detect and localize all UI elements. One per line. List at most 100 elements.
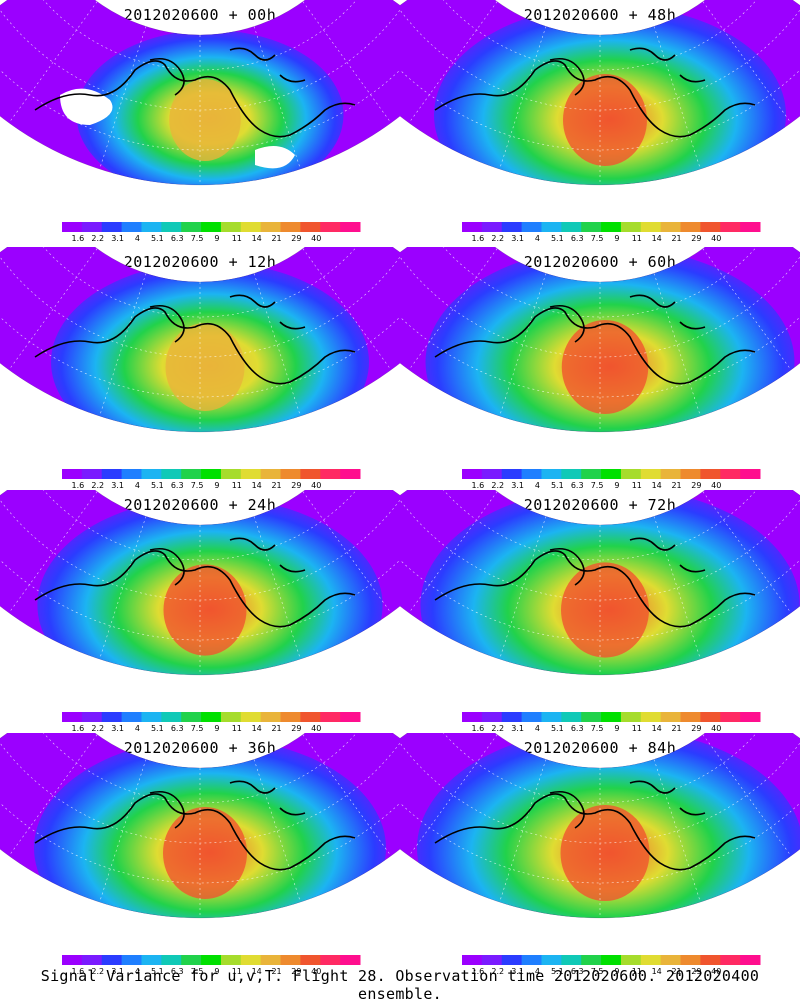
colorbar-label: 9 (214, 481, 219, 490)
colorbar-segment (161, 955, 182, 965)
colorbar-label: 3.1 (511, 967, 524, 976)
colorbar-segment (340, 712, 361, 722)
colorbar-segment (462, 712, 483, 722)
colorbar-label: 1.6 (71, 481, 84, 490)
coastline (434, 780, 756, 871)
polar-map: 1.6 2.2 3.1 4 5.1 6.3 7.5 9 11 14 21 29 40 (400, 733, 800, 976)
colorbar-segment (121, 469, 142, 479)
colorbar-label: 9 (214, 234, 219, 243)
colorbar-label: 4 (135, 234, 140, 243)
colorbar-label: 7.5 (191, 481, 204, 490)
colorbar-segment (161, 222, 182, 232)
colorbar-label: 4 (535, 481, 540, 490)
colorbar-segment (280, 222, 301, 232)
colorbar-segment (300, 469, 321, 479)
colorbar-label: 5.1 (551, 967, 564, 976)
colorbar-segment (501, 469, 523, 479)
colorbar-segment (280, 469, 301, 479)
missing-data-region (60, 88, 295, 169)
coastline (434, 537, 756, 628)
colorbar-segment (161, 712, 182, 722)
colorbar-segment (181, 469, 202, 479)
colorbar-segment (81, 222, 103, 232)
latitude-line (0, 253, 400, 358)
colorbar-segment (521, 469, 542, 479)
colorbar-segment (62, 712, 83, 722)
colorbar-label: 4 (535, 724, 540, 733)
domain-outline (0, 247, 400, 433)
colorbar-segment (201, 712, 222, 722)
colorbar-segment (680, 222, 701, 232)
colorbar-segment (220, 469, 242, 479)
latitude-line (400, 763, 800, 884)
map-panel: 2012020600 + 36h 1.6 2.2 3.1 4 5.1 6.3 7.5 9 11 14… (0, 733, 400, 980)
latitude-line (400, 277, 800, 398)
colorbar-segment (541, 222, 562, 232)
colorbar-segment (720, 469, 741, 479)
colorbar-label: 7.5 (591, 967, 604, 976)
colorbar-label: 29 (291, 234, 301, 243)
colorbar-segment (220, 222, 242, 232)
colorbar-segment (201, 469, 222, 479)
colorbar-label: 1.6 (471, 724, 484, 733)
colorbar-segment (601, 469, 622, 479)
colorbar-segment (260, 955, 282, 965)
colorbar-label: 4 (135, 967, 140, 976)
colorbar-segment (240, 712, 262, 722)
longitude-line (702, 248, 792, 371)
panel-title: 2012020600 + 00h (123, 6, 277, 24)
colorbar-label: 40 (311, 234, 321, 243)
colorbar-label: 29 (291, 967, 301, 976)
longitude-line (8, 491, 98, 614)
colorbar-label: 9 (614, 967, 619, 976)
latitude-line (400, 496, 800, 601)
colorbar-segment (462, 222, 483, 232)
colorbar-segment (720, 712, 741, 722)
colorbar-label: 7.5 (191, 234, 204, 243)
colorbar-label: 2.2 (491, 967, 504, 976)
longitude-line (702, 491, 792, 614)
colorbar-label: 3.1 (511, 481, 524, 490)
colorbar-segment (320, 222, 341, 232)
colorbar-label: 21 (671, 967, 681, 976)
colorbar-label: 21 (271, 967, 281, 976)
colorbar-label: 4 (135, 481, 140, 490)
colorbar-segment (201, 955, 222, 965)
longitude-line (653, 26, 701, 170)
colorbar-label: 7.5 (191, 967, 204, 976)
longitude-line (253, 759, 301, 903)
colorbar-label: 1.6 (471, 481, 484, 490)
longitude-line (702, 734, 792, 857)
latitude-line (400, 739, 800, 844)
latitude-line (0, 496, 400, 601)
colorbar-label: 11 (632, 724, 642, 733)
colorbar-segment (260, 469, 282, 479)
latitude-line (0, 763, 400, 884)
variance-maximum (561, 320, 649, 414)
colorbar-segment (300, 955, 321, 965)
colorbar-segment (181, 222, 202, 232)
colorbar-label: 2.2 (91, 481, 104, 490)
colorbar-segment (501, 712, 523, 722)
colorbar-label: 14 (252, 967, 262, 976)
colorbar-segment (660, 222, 682, 232)
colorbar-label: 9 (614, 481, 619, 490)
colorbar-segment (640, 469, 662, 479)
colorbar-label: 6.3 (571, 967, 584, 976)
colorbar-segment (220, 955, 242, 965)
colorbar-segment (561, 469, 582, 479)
polar-map: 1.6 2.2 3.1 4 5.1 6.3 7.5 9 11 14 21 29 40 (0, 733, 400, 976)
colorbar-segment (521, 712, 542, 722)
colorbar-label: 1.6 (71, 234, 84, 243)
colorbar-segment (121, 955, 142, 965)
colorbar-label: 2.2 (491, 724, 504, 733)
panel-title: 2012020600 + 60h (523, 253, 677, 271)
colorbar-segment (280, 955, 301, 965)
colorbar-label: 7.5 (591, 481, 604, 490)
map-panel: 2012020600 + 60h 1.6 2.2 3.1 4 5.1 6.3 7.5 9 11 14… (400, 247, 800, 494)
coastline (434, 294, 756, 385)
colorbar-segment (220, 712, 242, 722)
colorbar-segment (601, 955, 622, 965)
colorbar-segment (660, 712, 682, 722)
polar-map: 1.6 2.2 3.1 4 5.1 6.3 7.5 9 11 14 21 29 40 (400, 247, 800, 490)
